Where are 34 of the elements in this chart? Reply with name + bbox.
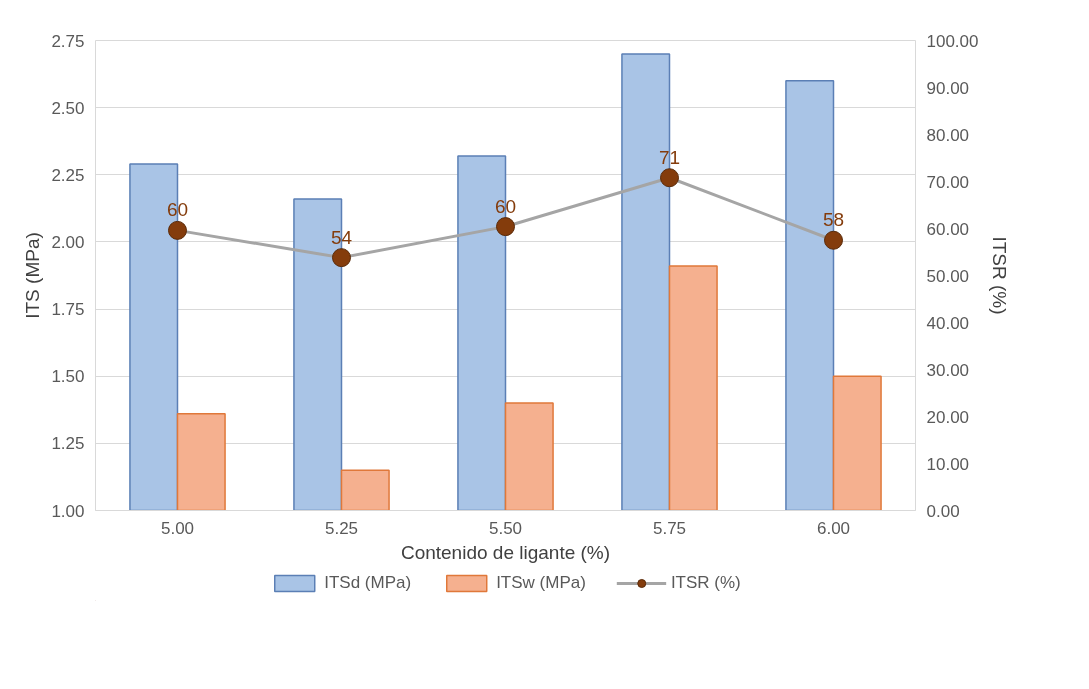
y-tick-label: 2.75 — [51, 31, 85, 51]
y2-tick-label: 20.00 — [926, 407, 970, 427]
y2-tick-label: 50.00 — [926, 266, 970, 286]
y-tick-label: 2.25 — [51, 165, 85, 185]
y-tick-label: 1.25 — [51, 434, 85, 454]
legend-label: ITSw (MPa) — [496, 573, 586, 593]
y2-tick-label: 70.00 — [926, 172, 970, 192]
data-label: 60 — [494, 195, 517, 217]
y-tick-label: 1.75 — [51, 300, 85, 320]
y-tick-label: 1.00 — [51, 501, 85, 521]
data-label: 60 — [166, 199, 189, 221]
y2-tick-label: 60.00 — [926, 219, 970, 239]
legend-label: ITSd (MPa) — [324, 573, 412, 593]
y-tick-label: 2.00 — [51, 232, 85, 252]
data-label: 58 — [822, 209, 845, 231]
x-tick-label: 5.75 — [652, 518, 687, 538]
y2-tick-label: 0.00 — [926, 501, 960, 521]
y-axis-title: ITS (MPa) — [22, 232, 44, 319]
data-label: 71 — [658, 146, 681, 168]
y2-tick-label: 100.00 — [926, 31, 979, 51]
x-axis-title: Contenido de ligante (%) — [400, 541, 611, 563]
y2-tick-label: 10.00 — [926, 454, 970, 474]
y2-tick-label: 30.00 — [926, 360, 970, 380]
x-tick-label: 5.00 — [160, 518, 195, 538]
y-tick-label: 2.50 — [51, 98, 85, 118]
y2-tick-label: 90.00 — [926, 78, 970, 98]
x-tick-label: 6.00 — [816, 518, 851, 538]
x-tick-label: 5.50 — [488, 518, 523, 538]
y-tick-label: 1.50 — [51, 367, 85, 387]
y2-tick-label: 40.00 — [926, 313, 970, 333]
legend-label: ITSR (%) — [670, 573, 741, 593]
x-tick-label: 5.25 — [324, 518, 359, 538]
data-label: 54 — [330, 226, 353, 248]
y2-tick-label: 80.00 — [926, 125, 970, 145]
